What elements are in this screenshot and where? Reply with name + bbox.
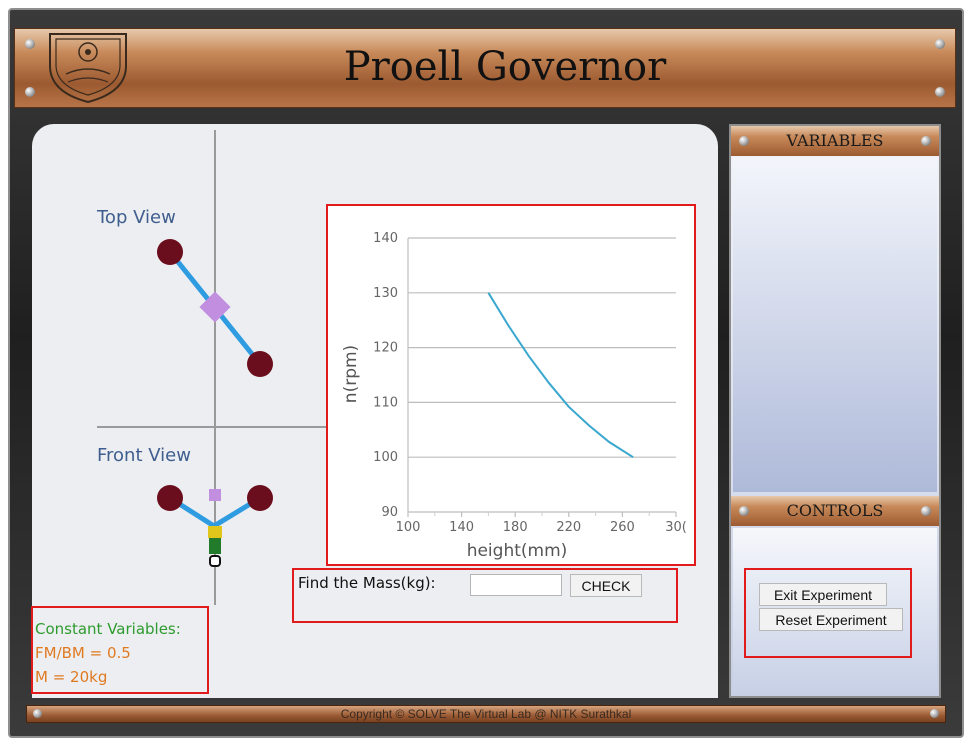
check-button[interactable]: CHECK	[570, 574, 642, 597]
governor-ball	[157, 239, 183, 265]
constant-mass: M = 20kg	[35, 668, 108, 686]
x-axis-label: height(mm)	[467, 541, 568, 560]
variables-title: VARIABLES	[786, 131, 884, 150]
footer: Copyright © SOLVE The Virtual Lab @ NITK…	[26, 705, 946, 723]
spindle-foot	[209, 555, 221, 567]
governor-ball	[247, 351, 273, 377]
controls-title: CONTROLS	[786, 501, 884, 520]
sleeve	[209, 489, 221, 501]
rivet-icon	[930, 709, 939, 718]
rivet-icon	[33, 709, 42, 718]
find-mass-label: Find the Mass(kg):	[298, 574, 436, 592]
rivet-icon	[739, 136, 749, 146]
y-tick-label: 140	[373, 231, 398, 246]
rivet-icon	[25, 39, 35, 49]
governor-ball	[157, 485, 183, 511]
reset-experiment-button[interactable]: Reset Experiment	[759, 608, 903, 631]
y-axis-label: n(rpm)	[341, 345, 361, 403]
top-view-governor	[157, 239, 273, 377]
governor-ball	[247, 485, 273, 511]
y-tick-label: 130	[373, 286, 398, 301]
series-line	[487, 292, 634, 459]
spindle-base	[209, 538, 221, 554]
governor-arm	[168, 495, 262, 529]
view-axis-vertical	[214, 130, 216, 605]
front-view-governor	[157, 485, 273, 567]
exit-experiment-button[interactable]: Exit Experiment	[759, 583, 887, 606]
rivet-icon	[935, 39, 945, 49]
x-tick-label: 220	[556, 520, 581, 535]
x-tick-label: 100	[396, 520, 421, 535]
rivet-icon	[921, 136, 931, 146]
rivet-icon	[739, 506, 749, 516]
graph-highlight-box	[326, 204, 696, 566]
x-tick-label: 180	[503, 520, 528, 535]
variables-header: VARIABLES	[731, 126, 939, 156]
controls-highlight-box	[744, 568, 912, 658]
rivet-icon	[921, 506, 931, 516]
controls-header: CONTROLS	[731, 496, 939, 526]
title-bar	[14, 28, 956, 108]
constant-variables-title: Constant Variables:	[35, 620, 181, 638]
x-tick-label: 140	[449, 520, 474, 535]
constant-variables-box	[31, 606, 209, 694]
x-tick-label: 30(	[665, 520, 687, 535]
constant-fm-bm: FM/BM = 0.5	[35, 644, 131, 662]
central-load	[208, 526, 222, 538]
rivet-icon	[935, 87, 945, 97]
view-divider	[97, 426, 333, 428]
y-tick-label: 120	[373, 341, 398, 356]
rivet-icon	[25, 87, 35, 97]
page-title: Proell Governor	[343, 44, 667, 90]
y-tick-label: 110	[373, 395, 398, 410]
mass-input[interactable]	[470, 574, 562, 596]
x-tick-label: 260	[610, 520, 635, 535]
grid-layer	[407, 237, 676, 513]
sleeve	[199, 291, 231, 323]
copyright-text: Copyright © SOLVE The Virtual Lab @ NITK…	[340, 707, 632, 721]
variables-area	[733, 158, 937, 492]
top-view-label: Top View	[97, 207, 176, 228]
y-tick-label: 100	[373, 450, 398, 465]
front-view-label: Front View	[97, 445, 191, 466]
y-tick-label: 90	[381, 505, 398, 520]
mass-entry-highlight-box	[292, 568, 678, 623]
institute-logo-icon	[49, 33, 127, 104]
